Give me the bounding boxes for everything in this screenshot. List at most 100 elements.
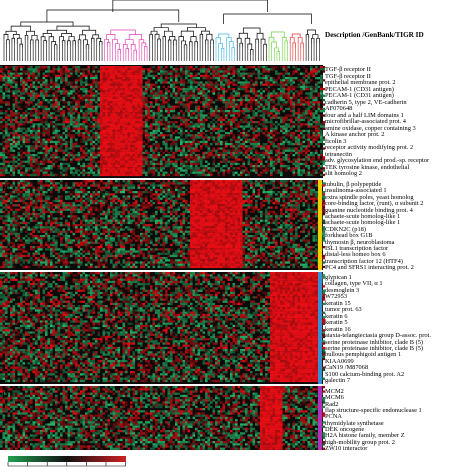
dendrogram-branch bbox=[218, 34, 229, 38]
dendrogram-branch bbox=[163, 37, 166, 41]
dendrogram-branch bbox=[47, 30, 66, 33]
dendrogram-branch bbox=[248, 44, 252, 50]
dendrogram-branch bbox=[187, 28, 205, 32]
gene-label: slit homolog 2 bbox=[325, 170, 362, 177]
dendrogram-branch bbox=[20, 44, 23, 48]
dendrogram-branch bbox=[49, 37, 54, 42]
dendrogram-branch bbox=[181, 31, 193, 37]
dendrogram-branch bbox=[205, 40, 208, 45]
dendrogram-branch bbox=[97, 38, 101, 41]
gene-label: ZW10 interactor bbox=[325, 445, 367, 452]
dendrogram-branch bbox=[245, 38, 250, 44]
dendrogram-branch bbox=[73, 41, 76, 46]
dendrogram-branch bbox=[221, 48, 224, 53]
dendrogram-branch bbox=[256, 39, 259, 43]
dendrogram-branch bbox=[274, 48, 278, 52]
dendrogram-branch bbox=[68, 41, 71, 45]
dendrogram-branch bbox=[195, 42, 198, 48]
panel-letter-C: C bbox=[2, 276, 8, 286]
dendrogram-branch bbox=[298, 37, 302, 43]
description-header: Description /GenBank/TIGR ID bbox=[325, 31, 424, 39]
dendrogram-branch bbox=[131, 44, 135, 50]
dendrogram-branch bbox=[191, 37, 196, 42]
dendrogram-branch bbox=[60, 37, 64, 41]
dendrogram-branch bbox=[243, 28, 260, 33]
dendrogram-branch bbox=[306, 35, 309, 39]
dendrogram-branch bbox=[7, 40, 10, 45]
dendrogram-branch bbox=[272, 42, 277, 48]
dendrogram-branch bbox=[317, 38, 320, 43]
dendrogram-branch bbox=[144, 47, 147, 51]
dendrogram-branch bbox=[123, 44, 127, 48]
dendrogram-branch bbox=[43, 33, 51, 36]
dendrogram-branch bbox=[27, 31, 35, 35]
dendrogram-branch bbox=[161, 24, 196, 28]
dendrogram-branch bbox=[52, 42, 56, 45]
dendrogram-branch bbox=[62, 41, 65, 44]
cluster-color-bar-C bbox=[318, 272, 322, 384]
dendrogram-branch bbox=[125, 40, 133, 45]
dendrogram-branch bbox=[4, 34, 8, 39]
dendrogram-branch bbox=[179, 37, 184, 41]
dendrogram-branch bbox=[12, 38, 15, 42]
dendrogram-branch bbox=[107, 43, 110, 48]
dendrogram-branch bbox=[54, 45, 57, 50]
dendrogram-branch bbox=[105, 39, 109, 42]
dendrogram-branch bbox=[216, 38, 221, 44]
dendrogram-branch bbox=[277, 52, 280, 55]
dendrogram-branch bbox=[6, 31, 16, 34]
dendrogram-branch bbox=[261, 39, 265, 44]
dendrogram-branch bbox=[62, 33, 72, 36]
dendrogram-branch bbox=[69, 37, 74, 41]
dendrogram-branch bbox=[111, 30, 136, 34]
dendrogram-branch bbox=[84, 40, 88, 45]
panel-separator bbox=[0, 450, 323, 452]
dendrogram-branch bbox=[292, 34, 300, 37]
dendrogram-branch bbox=[151, 31, 157, 34]
dendrogram-branch bbox=[168, 40, 171, 43]
dendrogram-branch bbox=[313, 35, 318, 39]
panel-separator bbox=[0, 270, 323, 272]
dendrogram-branch bbox=[257, 33, 263, 39]
dendrogram-branch bbox=[32, 35, 37, 40]
panel-separator bbox=[0, 178, 323, 180]
dendrogram-branch bbox=[219, 44, 223, 49]
dendrogram-branch bbox=[201, 31, 209, 34]
panel-letter-B: B bbox=[2, 183, 8, 193]
dendrogram-branch bbox=[86, 45, 89, 50]
dendrogram-branch bbox=[13, 34, 19, 38]
dendrogram-branch bbox=[44, 41, 47, 44]
gene-label: galectin 7 bbox=[325, 377, 350, 384]
dendrogram-branch bbox=[115, 44, 119, 50]
dendrogram-branch bbox=[211, 40, 214, 45]
heatmap-top-edge bbox=[0, 63, 323, 65]
dendrogram-branch bbox=[311, 38, 314, 43]
dendrogram-branch bbox=[83, 30, 96, 35]
dendrogram-branch bbox=[285, 41, 288, 44]
dendrogram-branch bbox=[200, 34, 203, 39]
cluster-color-bar-D bbox=[318, 386, 322, 450]
dendrogram-branch bbox=[91, 38, 94, 42]
dendrogram-branch bbox=[293, 43, 296, 49]
dendrogram-branch bbox=[99, 42, 102, 46]
dendrogram-branch bbox=[239, 33, 247, 38]
dendrogram-branch bbox=[134, 50, 137, 55]
dendrogram-branch bbox=[307, 30, 315, 35]
cluster-color-bar-B bbox=[318, 180, 322, 270]
dendrogram-branch bbox=[240, 43, 243, 47]
dendrogram-branch bbox=[182, 41, 186, 45]
dendrogram-branch bbox=[154, 28, 168, 32]
dendrogram-branch bbox=[190, 42, 193, 46]
dendrogram-branch bbox=[41, 37, 45, 41]
dendrogram-branch bbox=[170, 37, 175, 41]
dendrogram-branch bbox=[271, 32, 284, 37]
panel-separator bbox=[0, 384, 323, 386]
dendrogram-branch bbox=[78, 40, 81, 45]
dendrogram-branch bbox=[158, 39, 161, 42]
dendrogram-branch bbox=[269, 37, 274, 42]
dendrogram-branch bbox=[224, 14, 312, 24]
dendrogram-branch bbox=[107, 34, 115, 39]
dendrogram-branch bbox=[164, 31, 172, 36]
dendrogram-branch bbox=[93, 35, 99, 38]
